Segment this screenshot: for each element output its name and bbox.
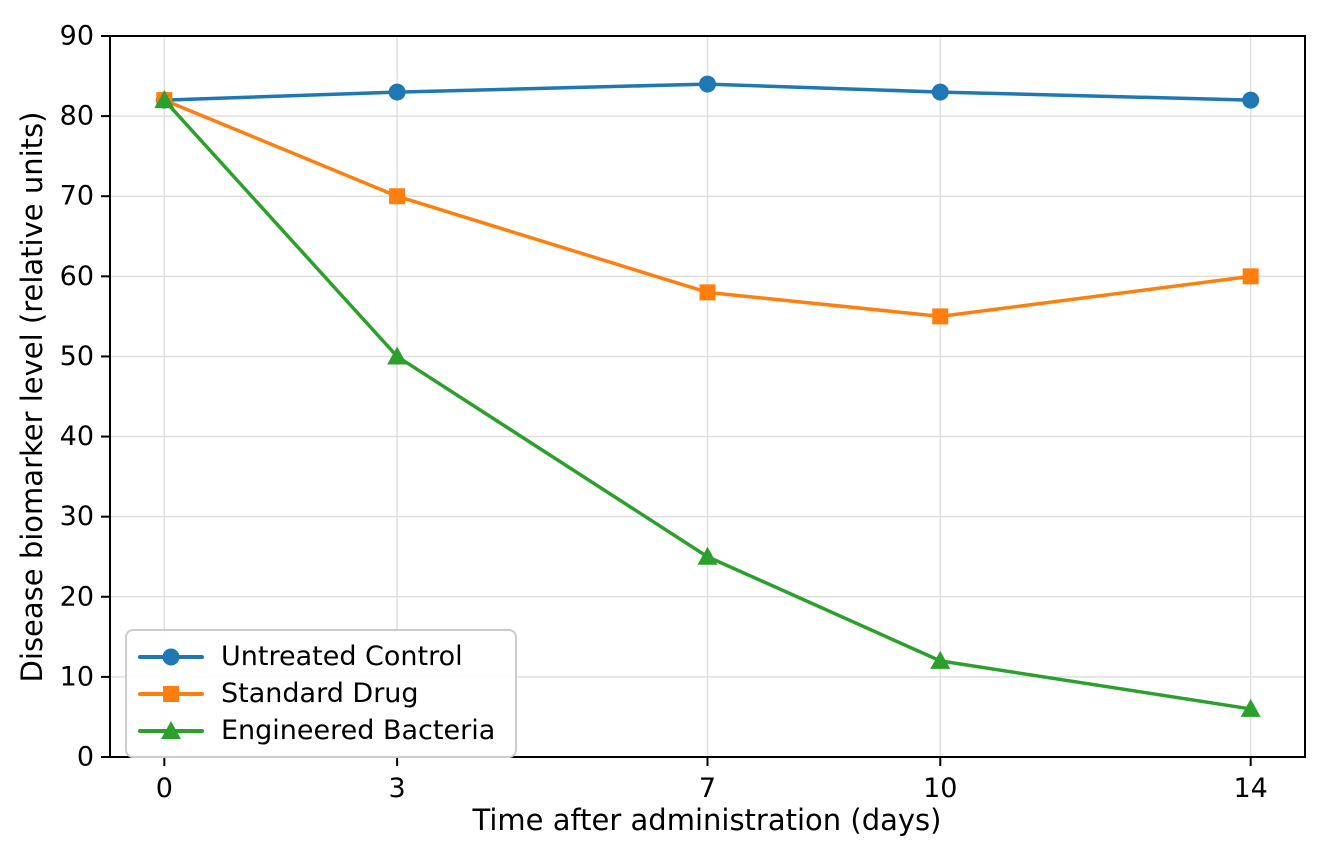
y-axis-label: Disease biomarker level (relative units) — [15, 112, 49, 683]
y-tick-label: 60 — [60, 261, 94, 292]
data-point-triangle — [387, 346, 408, 365]
y-tick-label: 70 — [60, 181, 94, 212]
data-point-square — [163, 685, 179, 702]
y-tick-label: 80 — [60, 101, 94, 132]
y-tick-label: 10 — [60, 661, 94, 692]
data-point-circle — [1242, 91, 1260, 109]
legend: Untreated Control Standard Drug Engineer… — [125, 629, 518, 758]
y-tick-label: 0 — [77, 742, 94, 773]
data-point-circle — [699, 75, 716, 93]
legend-circle-icon — [138, 648, 204, 665]
y-tick-label: 30 — [60, 501, 94, 532]
data-point-triangle — [154, 90, 175, 109]
legend-item-label: Engineered Bacteria — [221, 715, 496, 746]
legend-item-label: Standard Drug — [221, 678, 419, 709]
legend-square-icon — [138, 685, 204, 702]
data-point-triangle — [1240, 698, 1261, 717]
x-axis-label: Time after administration (days) — [472, 803, 942, 837]
data-point-square — [699, 284, 716, 301]
data-point-circle — [931, 83, 949, 101]
legend-triangle-icon — [138, 720, 204, 739]
legend-item: Standard Drug — [135, 675, 495, 712]
x-tick-label: 3 — [389, 773, 406, 804]
x-tick-label: 7 — [699, 773, 716, 804]
x-tick-label: 0 — [156, 773, 173, 804]
data-point-triangle — [161, 720, 181, 739]
x-tick-label: 10 — [923, 773, 957, 804]
data-point-triangle — [930, 650, 951, 669]
data-point-square — [932, 308, 949, 325]
data-point-circle — [162, 648, 180, 665]
y-tick-label: 90 — [60, 21, 94, 52]
legend-item-label: Untreated Control — [221, 641, 463, 672]
data-point-square — [389, 188, 406, 205]
y-tick-label: 40 — [60, 421, 94, 452]
data-point-square — [1242, 268, 1259, 285]
legend-item: Untreated Control — [135, 638, 495, 675]
legend-item: Engineered Bacteria — [135, 712, 495, 749]
y-tick-label: 50 — [60, 341, 94, 372]
y-tick-label: 20 — [60, 581, 94, 612]
data-point-circle — [388, 83, 406, 101]
data-point-triangle — [697, 546, 718, 565]
x-tick-label: 14 — [1234, 773, 1268, 804]
